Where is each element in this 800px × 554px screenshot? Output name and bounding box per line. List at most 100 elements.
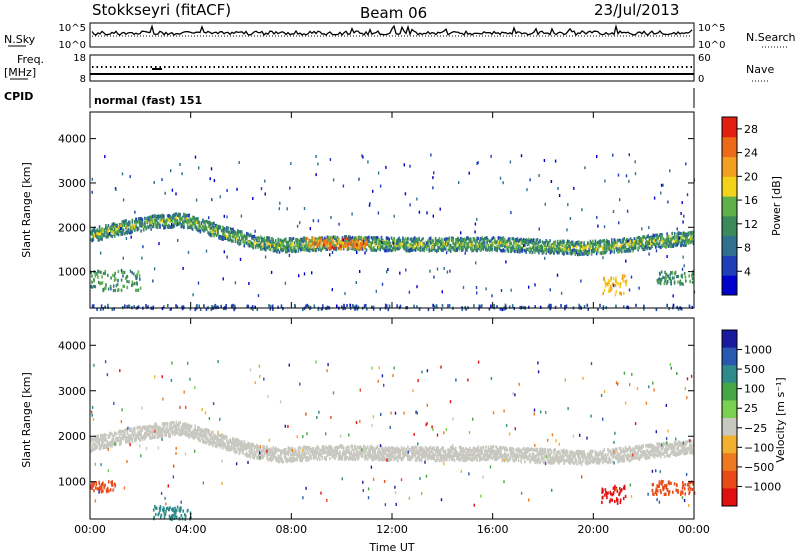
noise-cell <box>596 155 598 158</box>
scatter-cell <box>225 435 228 439</box>
scatter-cell <box>185 432 188 436</box>
scatter-cell <box>556 241 559 245</box>
scatter-cell <box>379 246 381 250</box>
scatter-cell <box>136 288 139 292</box>
freq-label: Freq. <box>17 53 44 66</box>
scatter-cell <box>668 240 671 244</box>
scatter-cell <box>312 450 315 454</box>
scatter-cell <box>341 236 344 240</box>
scatter-cell <box>208 231 210 235</box>
scatter-cell <box>638 243 641 247</box>
scatter-cell <box>520 240 522 244</box>
scatter-cell <box>368 235 370 239</box>
scatter-cell <box>262 445 264 449</box>
scatter-cell <box>244 447 247 451</box>
scatter-cell <box>665 272 668 276</box>
scatter-cell <box>334 453 336 457</box>
scatter-cell <box>683 239 686 243</box>
scatter-cell <box>271 240 273 244</box>
scatter-cell <box>432 245 434 249</box>
scatter-cell <box>232 227 234 231</box>
scatter-cell <box>322 246 325 250</box>
scatter-cell <box>611 282 614 286</box>
scatter-cell <box>603 243 605 247</box>
scatter-cell <box>592 239 594 243</box>
scatter-cell <box>296 457 298 461</box>
noise-cell <box>475 261 477 265</box>
noise-cell <box>660 183 663 187</box>
scatter-cell <box>393 237 395 242</box>
noise-cell <box>252 197 254 200</box>
scatter-cell <box>275 242 277 247</box>
scatter-cell <box>475 245 477 249</box>
scatter-cell <box>617 239 619 243</box>
noise-cell <box>377 171 380 175</box>
scatter-cell <box>234 450 237 454</box>
scatter-cell <box>397 240 399 244</box>
scatter-cell <box>181 431 184 435</box>
scatter-cell <box>268 244 271 248</box>
scatter-cell <box>197 436 199 441</box>
scatter-cell <box>271 451 273 455</box>
scatter-cell <box>185 220 188 224</box>
scatter-cell <box>619 284 621 288</box>
scatter-cell <box>675 238 677 242</box>
noise-cell <box>213 179 216 183</box>
scatter-cell <box>549 249 551 253</box>
scatter-cell <box>524 238 526 242</box>
scatter-cell <box>194 431 196 435</box>
scatter-cell <box>303 248 306 252</box>
scatter-cell <box>471 242 473 246</box>
scatter-cell <box>590 241 593 245</box>
scatter-cell <box>254 305 256 309</box>
scatter-cell <box>439 247 442 251</box>
scatter-cell <box>541 240 544 244</box>
scatter-cell <box>666 236 668 240</box>
scatter-cell <box>135 437 137 441</box>
scatter-cell <box>239 446 242 450</box>
scatter-cell <box>332 454 335 459</box>
scatter-cell <box>161 214 164 219</box>
scatter-cell <box>212 430 214 434</box>
scatter-cell <box>306 244 308 248</box>
noise-cell <box>234 281 237 285</box>
scatter-cell <box>381 246 384 250</box>
scatter-cell <box>96 231 98 236</box>
scatter-cell <box>150 425 152 429</box>
scatter-cell <box>608 242 610 246</box>
scatter-cell <box>186 425 189 430</box>
scatter-cell <box>545 239 548 243</box>
scatter-cell <box>209 221 212 225</box>
scatter-cell <box>180 432 183 436</box>
scatter-cell <box>628 238 631 242</box>
scatter-cell <box>291 242 293 246</box>
scatter-cell <box>117 436 120 441</box>
scatter-cell <box>350 245 353 249</box>
scatter-cell <box>105 226 107 230</box>
scatter-cell <box>248 442 251 446</box>
scatter-cell <box>615 279 617 283</box>
noise-cell <box>602 256 604 260</box>
scatter-cell <box>96 438 98 442</box>
scatter-cell <box>276 250 278 254</box>
scatter-cell <box>292 236 295 241</box>
noise-cell <box>572 248 574 252</box>
scatter-cell <box>671 271 674 275</box>
noise-cell <box>226 215 228 219</box>
noise-cell <box>309 227 311 231</box>
scatter-cell <box>482 247 485 251</box>
scatter-cell <box>300 248 302 252</box>
noise-cell <box>686 193 689 197</box>
scatter-cell <box>317 446 320 450</box>
scatter-cell <box>243 446 246 450</box>
scatter-cell <box>137 434 140 438</box>
scatter-cell <box>360 247 362 251</box>
scatter-cell <box>98 238 101 242</box>
scatter-cell <box>321 448 324 452</box>
noise-cell <box>298 274 300 278</box>
scatter-cell <box>327 242 329 246</box>
scatter-cell <box>621 244 623 248</box>
power-colorbar-segment <box>722 176 737 197</box>
scatter-cell <box>380 238 383 242</box>
scatter-cell <box>436 249 438 253</box>
